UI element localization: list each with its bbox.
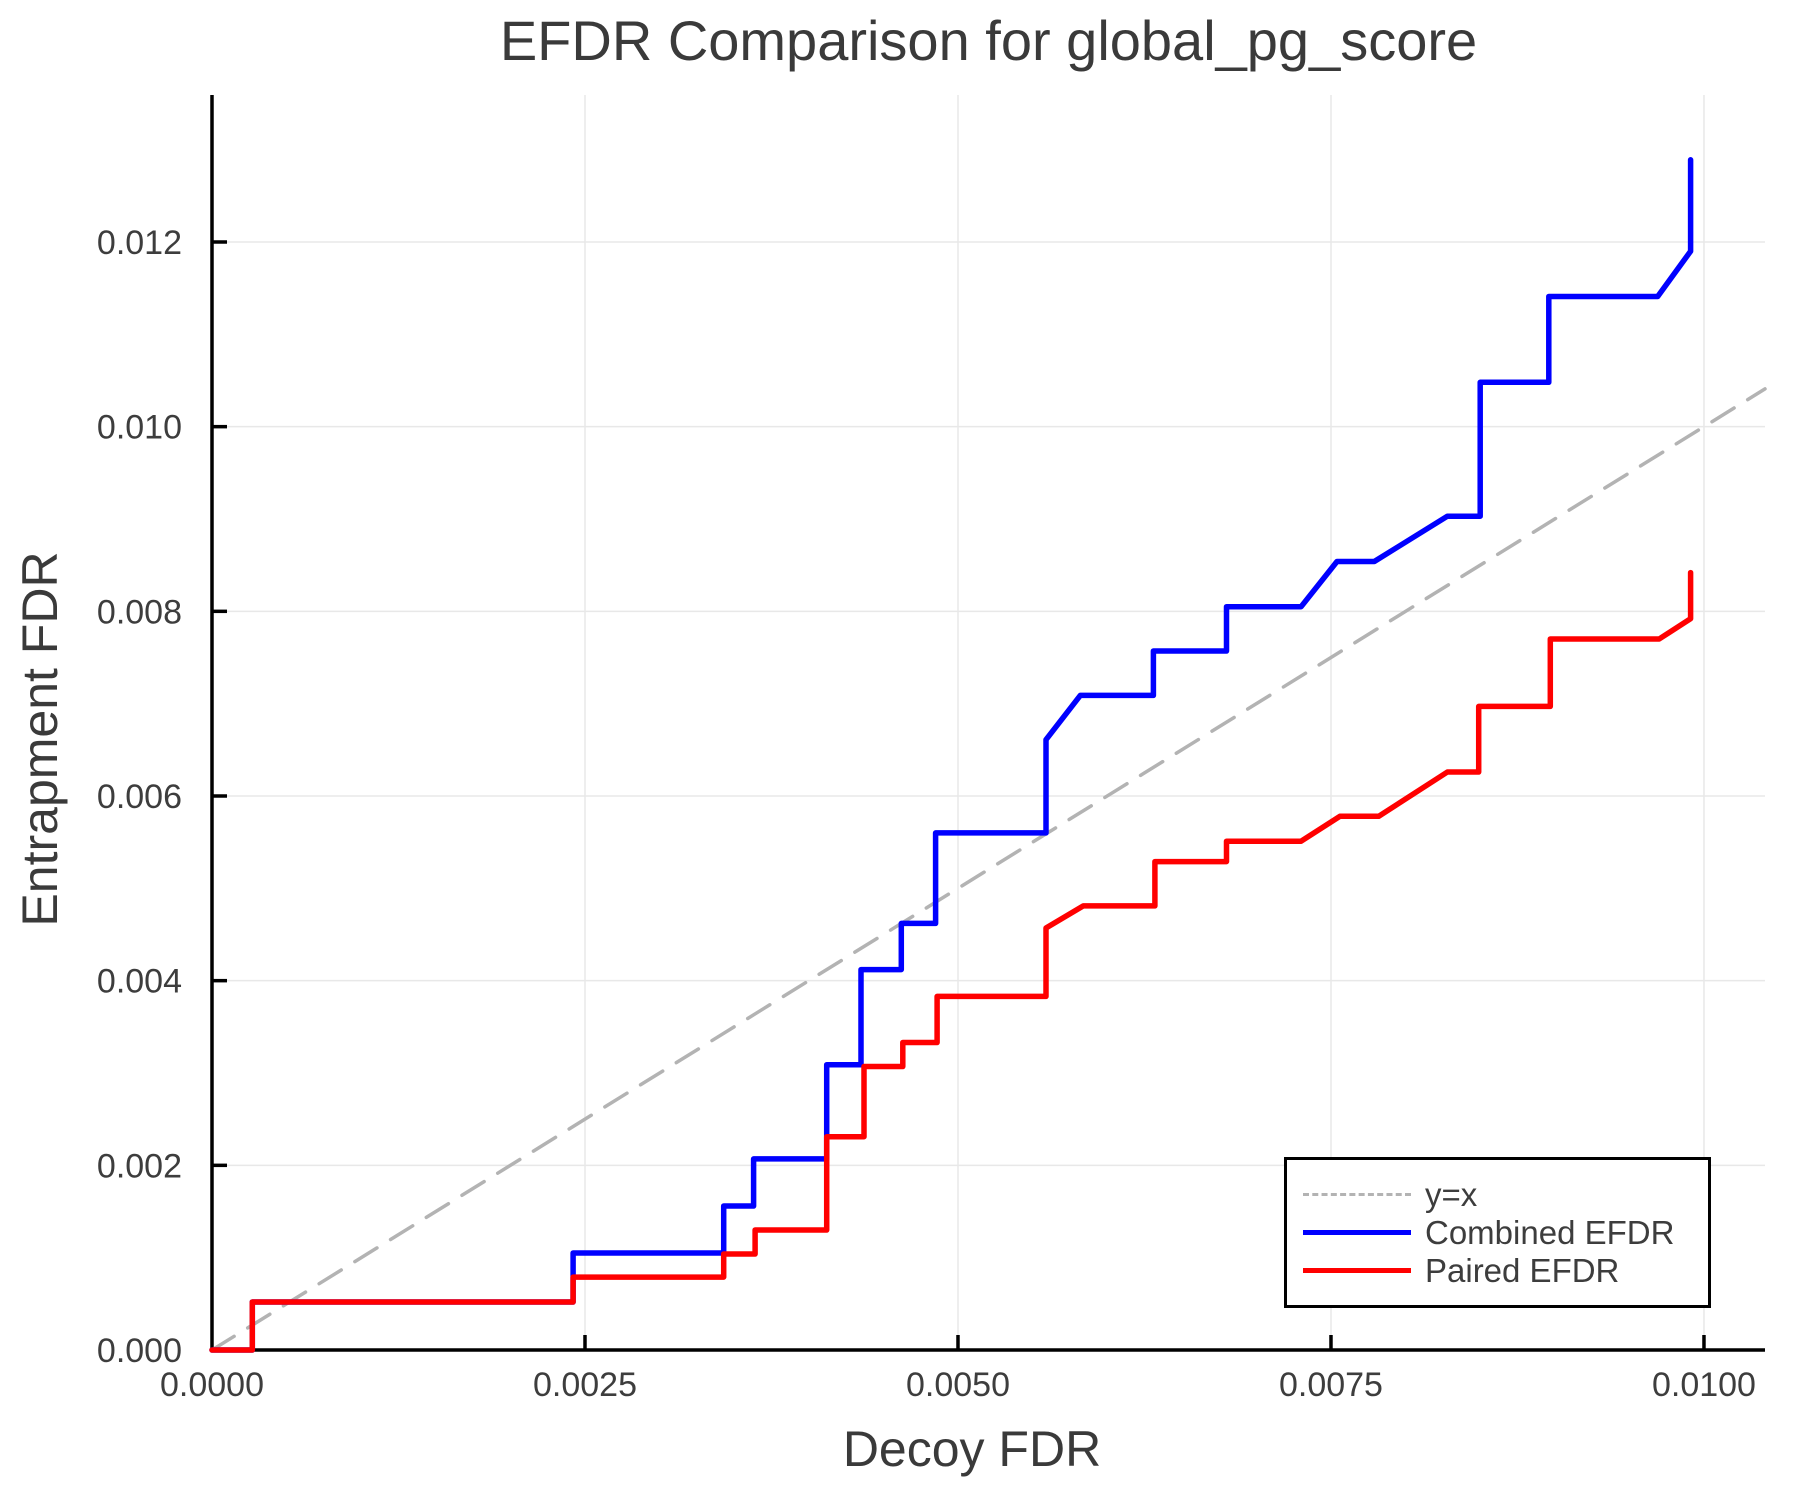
y-tick-label: 0.010 — [97, 409, 182, 447]
x-tick-label: 0.0100 — [1652, 1366, 1756, 1404]
y-tick-label: 0.006 — [97, 778, 182, 816]
legend-label: Combined EFDR — [1425, 1213, 1675, 1251]
x-tick-label: 0.0000 — [160, 1366, 264, 1404]
x-axis-title: Decoy FDR — [842, 1421, 1102, 1477]
blue-line-swatch — [1303, 1229, 1411, 1236]
legend-item-combined-efdr: Combined EFDR — [1303, 1214, 1708, 1252]
x-tick-label: 0.0050 — [906, 1366, 1010, 1404]
combined-efdr-line — [209, 157, 1694, 1353]
y-tick-label: 0.008 — [97, 593, 182, 631]
legend-item-paired-efdr: Paired EFDR — [1303, 1252, 1708, 1290]
y-tick-label: 0.004 — [97, 963, 182, 1001]
legend-label: y=x — [1425, 1175, 1478, 1213]
legend-label: Paired EFDR — [1425, 1251, 1620, 1289]
y-tick-label: 0.000 — [97, 1332, 182, 1370]
y-tick-label: 0.012 — [97, 224, 182, 262]
identity-line — [210, 387, 1767, 1352]
y-axis-title: Entrapment FDR — [12, 551, 68, 927]
paired-efdr-line — [209, 569, 1694, 1353]
red-line-swatch — [1303, 1267, 1411, 1274]
legend-item-identity-line: y=x — [1303, 1176, 1708, 1214]
y-tick-label: 0.002 — [97, 1147, 182, 1185]
legend: y=x Combined EFDR Paired EFDR — [1284, 1157, 1711, 1308]
chart-title: EFDR Comparison for global_pg_score — [499, 9, 1478, 72]
x-tick-label: 0.0025 — [533, 1366, 637, 1404]
dashed-line-swatch — [1303, 1193, 1411, 1196]
x-tick-label: 0.0075 — [1279, 1366, 1383, 1404]
